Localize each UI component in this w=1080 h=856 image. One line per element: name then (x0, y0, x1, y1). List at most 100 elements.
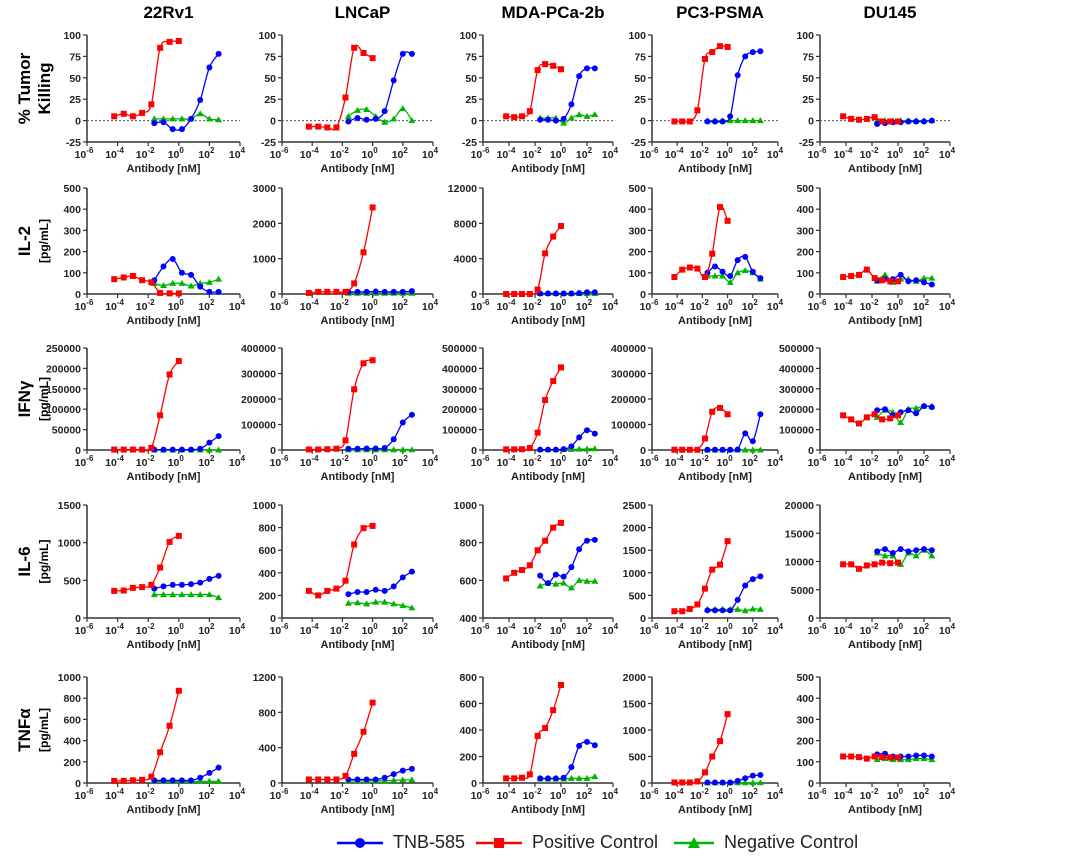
data-point (333, 288, 340, 295)
data-point (188, 271, 195, 278)
x-tick-label: 10-2 (523, 787, 542, 802)
x-tick-label: 10-2 (330, 146, 349, 161)
data-point (871, 561, 878, 568)
data-point (390, 600, 398, 607)
y-tick-label: 0 (270, 778, 276, 790)
data-point (157, 564, 164, 571)
y-tick-label: 400 (459, 725, 477, 737)
data-point (749, 268, 756, 275)
x-tick-label: 104 (422, 622, 439, 637)
data-point (206, 64, 213, 71)
data-point (175, 687, 182, 694)
x-tick-label: 102 (576, 622, 593, 637)
data-point (686, 605, 693, 612)
data-point (369, 357, 376, 364)
panel-22Rv1-1: 0 100 200 300 400 500 10-6 10-4 10-2 100 102 104 Ant… (63, 183, 245, 327)
x-axis-label: Antibody [nM] (321, 471, 395, 483)
data-point (550, 233, 557, 240)
x-tick-label: 102 (198, 787, 215, 802)
y-tick-label: 200 (63, 757, 81, 769)
data-point (742, 253, 749, 260)
data-point (511, 569, 518, 576)
x-axis-label: Antibody [nM] (678, 804, 752, 816)
column-title: DU145 (864, 3, 917, 22)
data-point (360, 360, 367, 367)
data-point (591, 577, 599, 584)
data-point (560, 115, 567, 122)
data-point (583, 577, 591, 584)
y-tick-label: 1000 (58, 672, 82, 684)
data-point (879, 754, 886, 761)
data-point (519, 291, 525, 297)
row-label: % Tumor (15, 52, 34, 124)
data-point (863, 414, 870, 421)
data-point (333, 124, 340, 131)
x-tick-label: 10-6 (270, 146, 289, 161)
y-tick-label: 25 (465, 94, 477, 106)
data-point (196, 777, 204, 784)
data-point (503, 575, 510, 582)
data-point (342, 772, 349, 779)
data-point (874, 121, 881, 128)
y-tick-label: 0 (270, 613, 276, 625)
y-tick-label: 100 (796, 268, 814, 280)
data-point (354, 589, 361, 596)
data-point (178, 115, 186, 122)
data-point (575, 111, 583, 118)
x-tick-label: 10-6 (808, 146, 827, 161)
data-point (575, 576, 583, 583)
data-point (363, 589, 370, 596)
data-point (928, 552, 936, 559)
x-tick-label: 104 (229, 146, 246, 161)
y-tick-label: 200 (258, 590, 276, 602)
data-point (503, 775, 510, 782)
y-tick-label: 500 (796, 672, 814, 684)
y-tick-label: 75 (264, 51, 276, 63)
x-tick-label: 102 (913, 622, 930, 637)
fit-curve-positive-control (308, 44, 373, 131)
data-point (197, 283, 204, 290)
x-tick-label: 102 (913, 146, 930, 161)
data-point (157, 749, 164, 756)
data-point (305, 289, 312, 296)
data-point (363, 776, 370, 783)
data-point (727, 779, 734, 786)
data-point (905, 548, 912, 555)
data-point (369, 55, 376, 62)
legend-item-tnb585: TNB-585 (335, 832, 465, 853)
y-tick-label: 800 (63, 693, 81, 705)
panel-22Rv1-4: 0 200 400 600 800 1000 10-6 10-4 10-2 100 102 104 An… (58, 672, 246, 816)
fit-curve-positive-control (308, 525, 373, 597)
panel-MDA-PCa-2b-2: 0 100000 200000 300000 400000 500000 10-6 10-4 1… (442, 343, 619, 483)
data-point (881, 271, 889, 278)
y-tick-label: 500 (628, 590, 646, 602)
data-point (724, 411, 731, 418)
column-title: MDA-PCa-2b (502, 3, 605, 22)
data-point (879, 559, 886, 566)
y-tick-label: 0 (640, 778, 646, 790)
fit-curve-tnb-585 (540, 741, 596, 780)
data-point (169, 256, 176, 263)
data-point (511, 775, 518, 782)
x-tick-label: 10-6 (808, 787, 827, 802)
data-point (704, 118, 711, 125)
y-tick-label: 0 (471, 778, 477, 790)
data-point (545, 446, 551, 453)
data-point (584, 738, 590, 745)
x-tick-label: 104 (939, 146, 956, 161)
x-tick-label: 102 (742, 146, 759, 161)
y-tick-label: 100 (796, 757, 814, 769)
data-point (390, 436, 397, 443)
x-tick-label: 102 (742, 787, 759, 802)
data-point (390, 77, 397, 84)
data-point (150, 115, 158, 122)
y-tick-label: 0 (75, 289, 81, 301)
fit-curve-positive-control (114, 690, 180, 782)
data-point (921, 546, 927, 553)
data-point (215, 433, 222, 440)
data-point (503, 113, 510, 120)
y-tick-label: 1000 (454, 500, 478, 512)
data-point (694, 778, 701, 785)
y-tick-label: 800 (258, 523, 276, 535)
data-point (856, 116, 862, 123)
